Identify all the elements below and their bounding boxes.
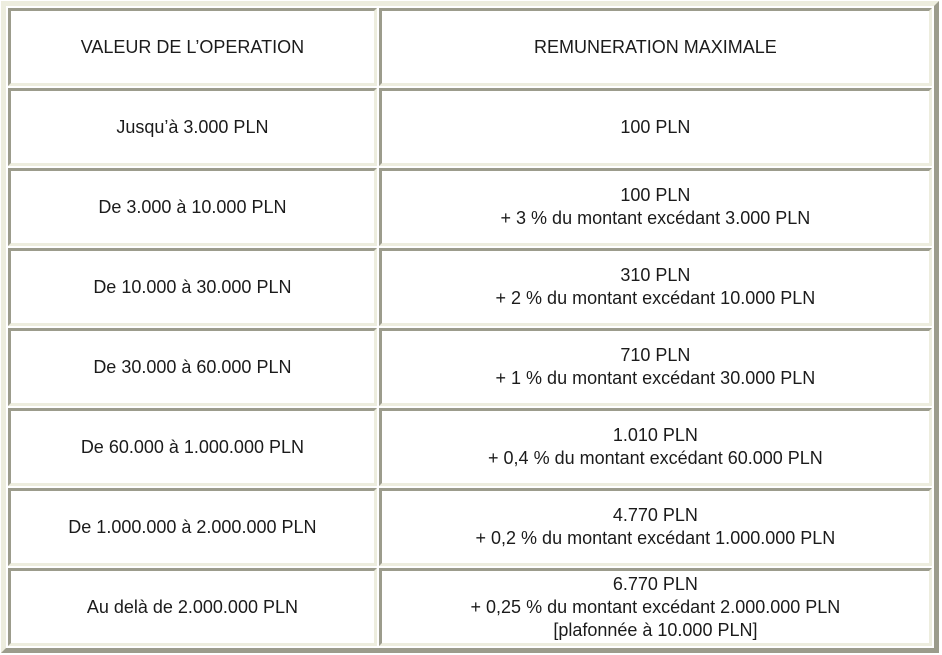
operation-value-cell: De 10.000 à 30.000 PLN	[8, 248, 377, 326]
remuneration-cell: 710 PLN + 1 % du montant excédant 30.000…	[378, 328, 932, 406]
remuneration-line: + 0,2 % du montant excédant 1.000.000 PL…	[475, 528, 836, 548]
operation-value-cell: De 3.000 à 10.000 PLN	[8, 168, 377, 246]
remuneration-cell: 100 PLN + 3 % du montant excédant 3.000 …	[378, 168, 932, 246]
remuneration-line: + 3 % du montant excédant 3.000 PLN	[500, 208, 811, 228]
operation-value-cell: Jusqu’à 3.000 PLN	[8, 88, 377, 166]
remuneration-line: 310 PLN	[620, 265, 691, 285]
remuneration-line: 6.770 PLN	[612, 573, 698, 594]
header-row: VALEUR DE L’OPERATION REMUNERATION MAXIM…	[8, 8, 932, 86]
table-row: De 3.000 à 10.000 PLN 100 PLN + 3 % du m…	[8, 168, 932, 246]
table-row: De 10.000 à 30.000 PLN 310 PLN + 2 % du …	[8, 248, 932, 326]
table-row: De 1.000.000 à 2.000.000 PLN 4.770 PLN +…	[8, 488, 932, 566]
remuneration-cell: 6.770 PLN + 0,25 % du montant excédant 2…	[378, 568, 932, 646]
table-row: Au delà de 2.000.000 PLN 6.770 PLN + 0,2…	[8, 568, 932, 646]
remuneration-line: 100 PLN	[620, 185, 691, 205]
remuneration-line: + 2 % du montant excédant 10.000 PLN	[495, 288, 816, 308]
remuneration-line: + 0,4 % du montant excédant 60.000 PLN	[488, 448, 823, 468]
remuneration-cell: 4.770 PLN + 0,2 % du montant excédant 1.…	[378, 488, 932, 566]
operation-value-cell: De 1.000.000 à 2.000.000 PLN	[8, 488, 377, 566]
table-row: De 30.000 à 60.000 PLN 710 PLN + 1 % du …	[8, 328, 932, 406]
remuneration-line: 1.010 PLN	[612, 425, 698, 445]
remuneration-line: + 0,25 % du montant excédant 2.000.000 P…	[470, 596, 841, 617]
table-row: Jusqu’à 3.000 PLN 100 PLN	[8, 88, 932, 166]
remuneration-line: + 1 % du montant excédant 30.000 PLN	[495, 368, 816, 388]
remuneration-line: 100 PLN	[620, 116, 691, 137]
remuneration-cell: 100 PLN	[378, 88, 932, 166]
remuneration-cell: 1.010 PLN + 0,4 % du montant excédant 60…	[378, 408, 932, 486]
remuneration-line: 710 PLN	[620, 345, 691, 365]
operation-value-cell: De 60.000 à 1.000.000 PLN	[8, 408, 377, 486]
remuneration-line: 4.770 PLN	[612, 505, 698, 525]
column-header-max-remuneration: REMUNERATION MAXIMALE	[378, 8, 932, 86]
remuneration-cell: 310 PLN + 2 % du montant excédant 10.000…	[378, 248, 932, 326]
operation-value-cell: Au delà de 2.000.000 PLN	[8, 568, 377, 646]
operation-value-cell: De 30.000 à 60.000 PLN	[8, 328, 377, 406]
remuneration-line: [plafonnée à 10.000 PLN]	[553, 619, 758, 640]
table-row: De 60.000 à 1.000.000 PLN 1.010 PLN + 0,…	[8, 408, 932, 486]
column-header-operation-value: VALEUR DE L’OPERATION	[8, 8, 377, 86]
